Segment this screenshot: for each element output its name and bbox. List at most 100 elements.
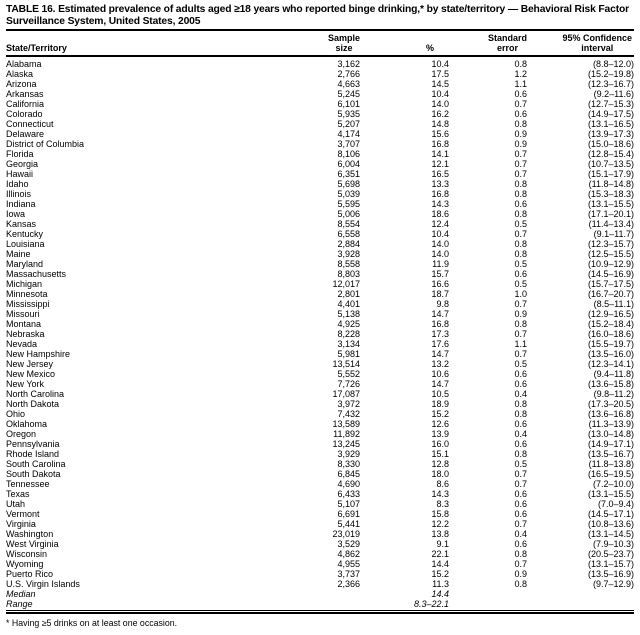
- state-territory-cell: Texas: [6, 489, 30, 499]
- confidence-interval-cell: (12.3–15.7): [587, 239, 634, 249]
- sample-size-cell: 8,228: [337, 329, 360, 339]
- standard-error-cell: 0.5: [514, 279, 527, 289]
- percent-cell: 9.1: [436, 539, 449, 549]
- sample-size-cell: 13,245: [332, 439, 360, 449]
- percent-cell: 12.1: [431, 159, 449, 169]
- sample-size-cell: 4,955: [337, 559, 360, 569]
- sample-size-cell: 17,087: [332, 389, 360, 399]
- standard-error-cell: 0.6: [514, 539, 527, 549]
- sample-size-cell: 4,690: [337, 479, 360, 489]
- table-row: Georgia 6,004 12.1 0.7 (10.7–13.5): [6, 159, 634, 169]
- confidence-interval-cell: (13.0–14.8): [587, 429, 634, 439]
- confidence-interval-cell: (11.4–13.4): [588, 219, 634, 229]
- confidence-interval-cell: (9.2–11.6): [593, 89, 634, 99]
- confidence-interval-cell: (16.7–20.7): [587, 289, 634, 299]
- percent-cell: 10.4: [431, 229, 449, 239]
- sample-size-cell: 6,558: [337, 229, 360, 239]
- standard-error-cell: 0.5: [514, 459, 527, 469]
- table-row: Illinois 5,039 16.8 0.8 (15.3–18.3): [6, 189, 634, 199]
- state-territory-cell: North Dakota: [6, 399, 60, 409]
- confidence-interval-cell: (12.3–14.1): [587, 359, 634, 369]
- standard-error-cell: [449, 589, 527, 599]
- confidence-interval-cell: (13.6–15.8): [587, 379, 634, 389]
- state-territory-cell: U.S. Virgin Islands: [6, 579, 80, 589]
- confidence-interval-cell: (10.7–13.5): [587, 159, 634, 169]
- sample-size-cell: 6,101: [337, 99, 360, 109]
- table-row: Arizona 4,663 14.5 1.1 (12.3–16.7): [6, 79, 634, 89]
- state-territory-cell: Illinois: [6, 189, 32, 199]
- sample-size-cell: 3,928: [337, 249, 360, 259]
- confidence-interval-cell: (13.1–15.7): [587, 559, 634, 569]
- standard-error-cell: 0.7: [514, 299, 527, 309]
- confidence-interval-cell: [527, 589, 634, 599]
- standard-error-cell: 0.6: [514, 499, 527, 509]
- sample-size-cell: 6,433: [337, 489, 360, 499]
- table-row: U.S. Virgin Islands 2,366 11.3 0.8 (9.7–…: [6, 579, 634, 589]
- table-row: Nebraska 8,228 17.3 0.7 (16.0–18.6): [6, 329, 634, 339]
- state-territory-cell: Virginia: [6, 519, 36, 529]
- state-territory-cell: Tennessee: [6, 479, 50, 489]
- confidence-interval-cell: (12.3–16.7): [587, 79, 634, 89]
- confidence-interval-cell: (14.9–17.5): [587, 109, 634, 119]
- state-territory-cell: Kansas: [6, 219, 37, 229]
- percent-cell: 15.7: [431, 269, 449, 279]
- table-row: Massachusetts 8,803 15.7 0.6 (14.5–16.9): [6, 269, 634, 279]
- standard-error-cell: 0.6: [514, 199, 527, 209]
- percent-cell: 14.7: [431, 309, 449, 319]
- sample-size-cell: 5,552: [337, 369, 360, 379]
- sample-size-cell: 3,162: [337, 59, 360, 69]
- table-row: Montana 4,925 16.8 0.8 (15.2–18.4): [6, 319, 634, 329]
- percent-cell: 10.5: [431, 389, 449, 399]
- sample-size-cell: 7,726: [337, 379, 360, 389]
- confidence-interval-cell: (13.1–16.5): [587, 119, 634, 129]
- standard-error-cell: 0.6: [514, 89, 527, 99]
- sample-size-cell: [268, 599, 360, 609]
- confidence-interval-cell: (17.1–20.1): [587, 209, 634, 219]
- table-row: Oklahoma 13,589 12.6 0.6 (11.3–13.9): [6, 419, 634, 429]
- standard-error-cell: [449, 599, 527, 609]
- percent-cell: 9.8: [436, 299, 449, 309]
- percent-cell: 11.9: [432, 259, 449, 269]
- percent-cell: 8.3–22.1: [413, 599, 449, 609]
- confidence-interval-cell: (12.7–15.3): [587, 99, 634, 109]
- standard-error-cell: 0.7: [514, 519, 527, 529]
- standard-error-cell: 0.8: [514, 59, 527, 69]
- percent-cell: 14.4: [431, 589, 449, 599]
- table-row: Ohio 7,432 15.2 0.8 (13.6–16.8): [6, 409, 634, 419]
- state-territory-cell: Colorado: [6, 109, 43, 119]
- state-territory-cell: Wyoming: [6, 559, 44, 569]
- standard-error-cell: 0.5: [514, 359, 527, 369]
- sample-size-cell: 13,589: [332, 419, 360, 429]
- confidence-interval-cell: (13.9–17.3): [587, 129, 634, 139]
- sample-size-cell: 3,972: [337, 399, 360, 409]
- confidence-interval-cell: (15.0–18.6): [587, 139, 634, 149]
- table-row: Hawaii 6,351 16.5 0.7 (15.1–17.9): [6, 169, 634, 179]
- state-territory-cell: Wisconsin: [6, 549, 48, 559]
- state-territory-cell: West Virginia: [6, 539, 59, 549]
- table-row: Median 14.4: [6, 589, 634, 599]
- table-row: Florida 8,106 14.1 0.7 (12.8–15.4): [6, 149, 634, 159]
- state-territory-cell: Vermont: [6, 509, 40, 519]
- sample-size-cell: 5,207: [337, 119, 360, 129]
- confidence-interval-cell: (15.1–17.9): [587, 169, 634, 179]
- column-header-confidence-interval: 95% Confidence interval: [527, 31, 634, 57]
- confidence-interval-cell: (7.2–10.0): [592, 479, 634, 489]
- table-row: Oregon 11,892 13.9 0.4 (13.0–14.8): [6, 429, 634, 439]
- confidence-interval-cell: (9.4–11.8): [593, 369, 634, 379]
- standard-error-cell: 0.6: [514, 379, 527, 389]
- state-territory-cell: Minnesota: [6, 289, 48, 299]
- state-territory-cell: Kentucky: [6, 229, 44, 239]
- sample-size-cell: 6,004: [337, 159, 360, 169]
- confidence-interval-cell: (15.5–19.7): [587, 339, 634, 349]
- percent-cell: 10.4: [431, 89, 449, 99]
- standard-error-cell: 0.6: [514, 509, 527, 519]
- table-row: New Jersey 13,514 13.2 0.5 (12.3–14.1): [6, 359, 634, 369]
- state-territory-cell: Oklahoma: [6, 419, 48, 429]
- sample-size-cell: 6,691: [337, 509, 360, 519]
- standard-error-cell: 0.5: [514, 219, 527, 229]
- table-row: Nevada 3,134 17.6 1.1 (15.5–19.7): [6, 339, 634, 349]
- sample-size-cell: 2,884: [337, 239, 360, 249]
- percent-cell: 16.8: [431, 189, 449, 199]
- table-title: TABLE 16. Estimated prevalence of adults…: [6, 4, 629, 27]
